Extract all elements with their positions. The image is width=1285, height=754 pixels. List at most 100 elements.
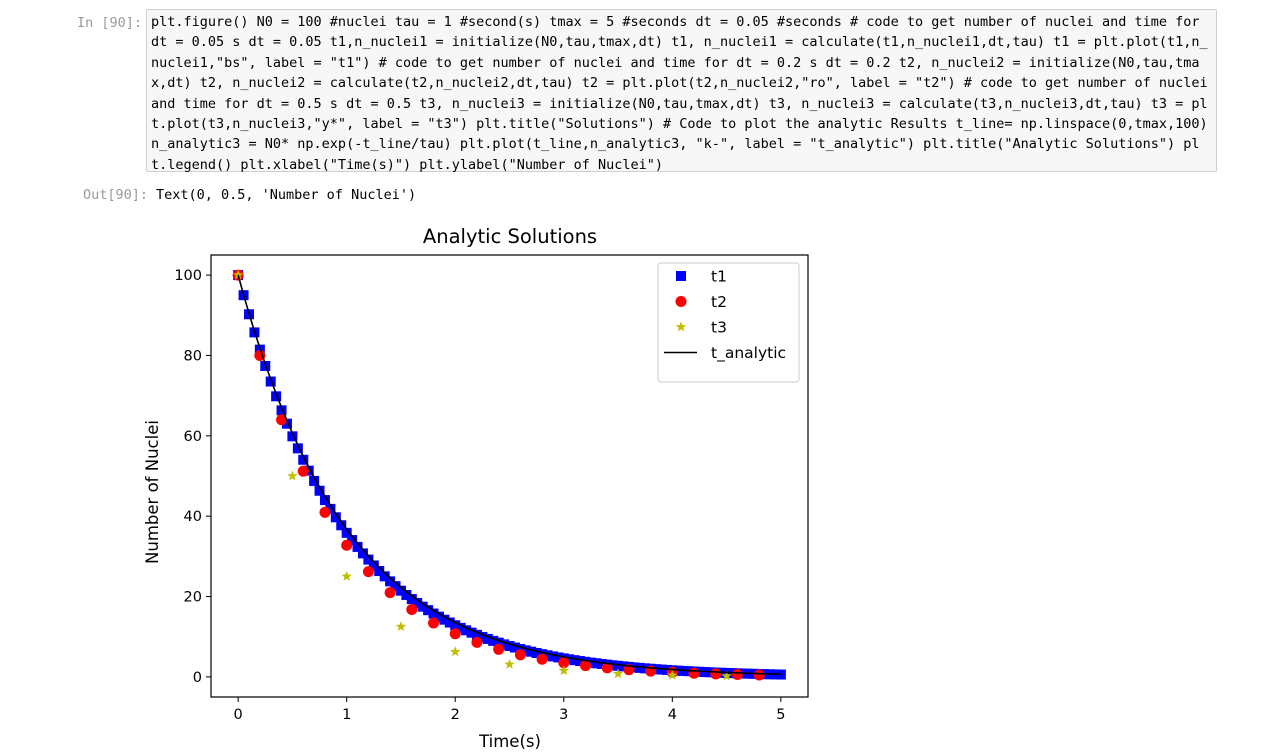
legend-label-t3: t3 bbox=[711, 319, 727, 337]
y-tick-label: 40 bbox=[184, 509, 202, 525]
data-point-t2 bbox=[710, 668, 722, 680]
chart-title: Analytic Solutions bbox=[423, 225, 597, 248]
x-tick-label: 2 bbox=[451, 707, 460, 723]
x-tick-label: 0 bbox=[234, 707, 243, 723]
data-point-t1 bbox=[461, 625, 472, 636]
y-tick-label: 100 bbox=[174, 268, 202, 284]
data-point-t1 bbox=[314, 485, 325, 496]
data-point-t1 bbox=[575, 656, 586, 667]
data-point-t1 bbox=[591, 658, 602, 669]
y-tick-label: 80 bbox=[184, 348, 202, 364]
data-point-t2 bbox=[471, 636, 483, 648]
plot-area bbox=[232, 269, 786, 681]
data-point-t1 bbox=[634, 662, 645, 673]
data-point-t2 bbox=[536, 653, 548, 665]
series-t3 bbox=[232, 269, 732, 681]
series-t_analytic bbox=[237, 274, 781, 675]
data-point-t1 bbox=[585, 657, 596, 668]
data-point-t1 bbox=[499, 639, 510, 650]
data-point-t2 bbox=[688, 667, 700, 679]
data-point-t1 bbox=[298, 454, 309, 465]
data-point-t2 bbox=[579, 660, 591, 672]
data-point-t1 bbox=[319, 495, 330, 506]
data-point-t1 bbox=[455, 622, 466, 633]
data-point-t3 bbox=[450, 646, 461, 657]
y-axis-label: Number of Nuclei bbox=[143, 420, 162, 564]
data-point-t1 bbox=[618, 661, 629, 672]
data-point-t1 bbox=[526, 646, 537, 657]
data-point-t1 bbox=[553, 652, 564, 663]
data-point-t1 bbox=[640, 663, 651, 674]
data-point-t1 bbox=[607, 660, 618, 671]
data-point-t1 bbox=[395, 585, 406, 596]
data-point-t1 bbox=[520, 645, 531, 656]
data-point-t3 bbox=[721, 670, 732, 681]
data-point-t1 bbox=[330, 512, 341, 523]
code-cell[interactable]: plt.figure() N0 = 100 #nuclei tau = 1 #s… bbox=[146, 9, 1217, 173]
data-point-t2 bbox=[319, 506, 331, 518]
data-point-t1 bbox=[564, 654, 575, 665]
data-point-t1 bbox=[401, 589, 412, 600]
data-point-t1 bbox=[531, 648, 542, 659]
data-point-t2 bbox=[297, 465, 309, 477]
data-point-t1 bbox=[287, 431, 298, 442]
data-point-t2 bbox=[731, 669, 743, 681]
data-point-t1 bbox=[423, 605, 434, 616]
data-point-t1 bbox=[292, 443, 303, 454]
legend-label-t_analytic: t_analytic bbox=[711, 344, 786, 363]
data-point-t1 bbox=[325, 503, 336, 514]
data-point-t1 bbox=[569, 655, 580, 666]
data-point-t1 bbox=[482, 633, 493, 644]
legend-marker-t1 bbox=[676, 271, 686, 281]
data-point-t1 bbox=[433, 611, 444, 622]
y-tick-label: 0 bbox=[193, 670, 202, 686]
data-point-t1 bbox=[488, 635, 499, 646]
data-point-t1 bbox=[471, 629, 482, 640]
data-point-t1 bbox=[385, 576, 396, 587]
data-point-t3 bbox=[395, 621, 407, 632]
data-point-t1 bbox=[336, 520, 347, 531]
data-point-t3 bbox=[232, 269, 244, 280]
data-point-t1 bbox=[466, 627, 477, 638]
legend-marker-t3 bbox=[675, 321, 687, 332]
x-tick-label: 1 bbox=[342, 707, 351, 723]
data-point-t3 bbox=[504, 658, 515, 669]
legend: t1 t2 t3 t_analytic bbox=[657, 262, 800, 383]
series-t2 bbox=[232, 269, 765, 681]
analytic-solutions-chart: Analytic Solutions Time(s) Number of Nuc… bbox=[143, 225, 809, 751]
data-point-t2 bbox=[428, 617, 440, 629]
data-point-t1 bbox=[309, 475, 320, 486]
x-tick-label: 4 bbox=[668, 707, 677, 723]
data-point-t1 bbox=[363, 554, 374, 565]
x-tick-label: 3 bbox=[559, 707, 568, 723]
data-point-t2 bbox=[362, 566, 374, 578]
data-point-t1 bbox=[504, 641, 515, 652]
code-text: plt.figure() N0 = 100 #nuclei tau = 1 #s… bbox=[151, 14, 1216, 173]
data-point-t1 bbox=[493, 637, 504, 648]
data-point-t1 bbox=[412, 597, 423, 608]
data-point-t3 bbox=[341, 570, 352, 581]
x-axis-label: Time(s) bbox=[478, 732, 541, 751]
data-point-t1 bbox=[775, 669, 786, 680]
data-point-t3 bbox=[612, 668, 624, 679]
legend-label-t2: t2 bbox=[711, 293, 727, 311]
data-point-t2 bbox=[406, 603, 418, 615]
data-point-t1 bbox=[596, 658, 607, 669]
data-point-t1 bbox=[428, 608, 439, 619]
data-point-t2 bbox=[514, 649, 526, 661]
data-point-t1 bbox=[352, 541, 363, 552]
axes-frame bbox=[210, 254, 809, 698]
series-line-t_analytic bbox=[237, 274, 781, 675]
axis-ticks: 0 1 2 3 4 5 0 20 40 60 80 100 bbox=[174, 268, 785, 723]
input-prompt: In [90]: bbox=[76, 15, 142, 31]
data-point-t2 bbox=[276, 414, 288, 426]
data-point-t1 bbox=[347, 535, 358, 546]
y-tick-label: 20 bbox=[184, 590, 202, 606]
output-text: Text(0, 0.5, 'Number of Nuclei') bbox=[156, 187, 417, 203]
data-point-t2 bbox=[449, 628, 461, 640]
data-point-t1 bbox=[271, 391, 282, 402]
data-point-t1 bbox=[509, 642, 520, 653]
data-point-t1 bbox=[515, 644, 526, 655]
data-point-t1 bbox=[379, 571, 390, 582]
data-point-t1 bbox=[406, 594, 417, 605]
